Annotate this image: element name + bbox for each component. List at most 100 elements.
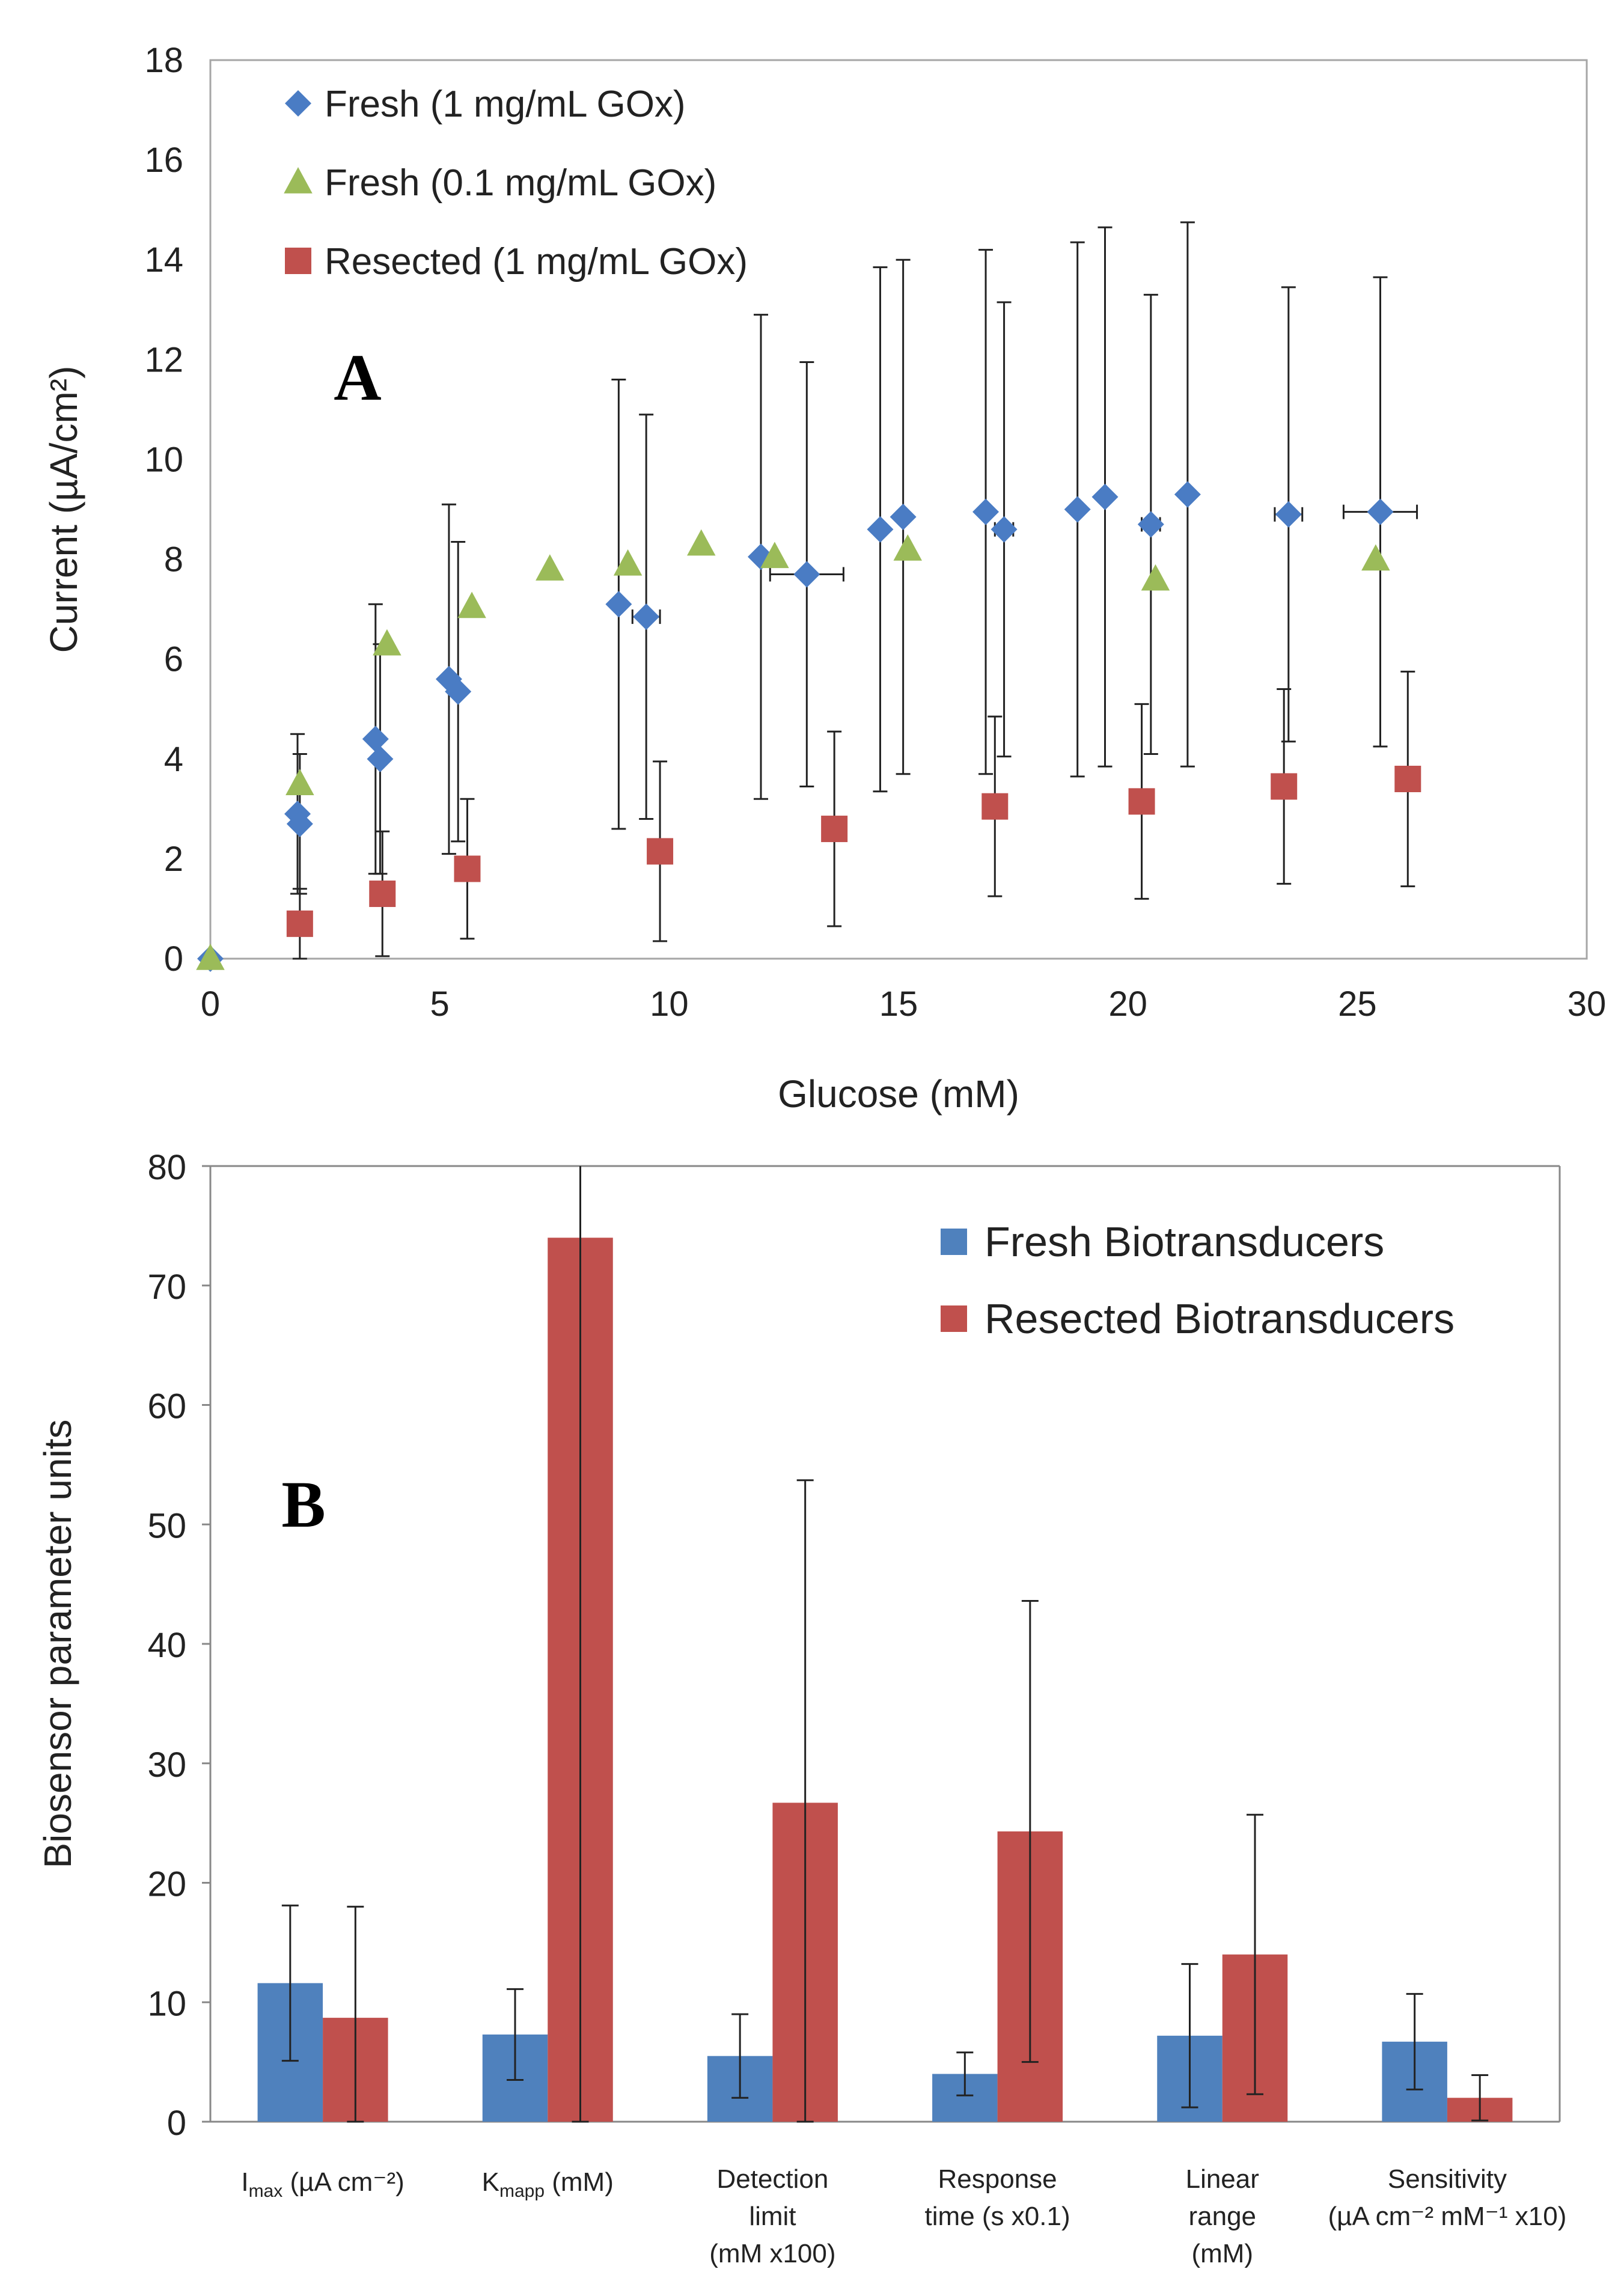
data-point-series-2 (1141, 564, 1170, 591)
data-point-series-1 (1275, 501, 1302, 528)
x-tick-label: 25 (1338, 985, 1377, 1024)
data-point-series-1 (972, 498, 1000, 525)
category-label-subscript: mapp (499, 2181, 545, 2201)
data-point-series-1 (890, 503, 917, 530)
panel-b-bar-chart: 0 10 20 30 40 50 60 70 80 Biosensor parameter uni… (36, 1148, 1566, 2268)
data-point-series-2 (1361, 544, 1390, 571)
category-label: range (1188, 2202, 1256, 2231)
y-tick-label: 12 (144, 340, 183, 379)
legend-label-3: Resected (1 mg/mL GOx) (325, 241, 748, 282)
x-tick-label: 15 (879, 985, 918, 1024)
x-tick-label: 10 (650, 985, 689, 1024)
category-label-main: I (241, 2167, 248, 2197)
category-label: limit (749, 2202, 796, 2231)
legend-label-2: Fresh (0.1 mg/mL GOx) (325, 162, 716, 204)
category-label: Response (938, 2164, 1057, 2194)
legend-marker-1 (285, 90, 311, 117)
y-axis-title: Biosensor parameter units (36, 1419, 79, 1868)
data-point-series-3 (286, 910, 313, 937)
category-label: Detection (716, 2164, 828, 2194)
data-point-series-3 (981, 793, 1009, 820)
legend-label-1: Fresh (1 mg/mL GOx) (325, 84, 686, 125)
panel-a-scatter-chart: 0 2 4 6 8 10 12 14 16 18 0 5 10 15 20 25 30 Glucose (mM) C… (42, 41, 1606, 1116)
y-tick-label: 0 (167, 2104, 186, 2143)
y-tick-label: 10 (144, 440, 183, 479)
y-axis-title: Current (µA/cm²) (42, 366, 85, 653)
panel-label-a: A (334, 341, 381, 414)
data-point-series-2 (457, 591, 486, 618)
data-point-series-1 (1137, 511, 1164, 538)
y-tick-label: 4 (164, 740, 183, 779)
y-tick-label: 2 (164, 840, 183, 879)
legend-label-2: Resected Biotransducers (984, 1295, 1455, 1342)
data-point-series-1 (445, 678, 472, 705)
data-point-series-1 (286, 810, 313, 837)
y-tick-label: 20 (147, 1865, 186, 1904)
x-tick-label: 20 (1108, 985, 1147, 1024)
data-point-series-2 (285, 769, 314, 796)
y-tick-label: 18 (144, 41, 183, 80)
legend-marker-3 (285, 248, 311, 274)
plot-area-frame (209, 59, 1588, 960)
y-tick-label: 40 (147, 1626, 186, 1665)
legend-marker-2 (284, 167, 313, 194)
data-point-series-2 (196, 944, 225, 970)
x-axis-title: Glucose (mM) (778, 1072, 1019, 1116)
data-point-series-1 (1091, 483, 1119, 510)
data-point-series-2 (613, 549, 643, 576)
data-point-series-2 (373, 629, 401, 656)
data-point-series-3 (821, 816, 848, 843)
category-label: Sensitivity (1388, 2164, 1507, 2194)
y-tick-label: 8 (164, 540, 183, 579)
data-point-series-2 (893, 534, 923, 561)
y-tick-label: 50 (147, 1506, 186, 1545)
data-point-series-3 (369, 881, 396, 908)
data-point-series-1 (1174, 481, 1201, 508)
data-point-series-3 (1128, 788, 1155, 815)
category-label: Kmapp (mM) (482, 2167, 614, 2201)
data-point-series-3 (1394, 766, 1421, 792)
data-point-series-3 (647, 838, 674, 865)
category-label: time (s x0.1) (925, 2202, 1070, 2231)
panel-label-b: B (281, 1468, 325, 1541)
y-tick-label: 10 (147, 1984, 186, 2023)
data-point-series-2 (536, 554, 564, 581)
data-point-series-1 (793, 561, 820, 588)
y-tick-label: 14 (144, 240, 183, 279)
category-label-rest: (µA cm⁻²) (282, 2167, 404, 2197)
y-tick-label: 60 (147, 1387, 186, 1426)
category-label: (mM) (1191, 2239, 1253, 2268)
data-point-series-1 (605, 591, 632, 618)
y-tick-label: 0 (164, 939, 183, 979)
data-point-series-1 (367, 745, 394, 772)
data-point-series-1 (1367, 498, 1394, 525)
legend-swatch-1 (941, 1229, 967, 1255)
data-point-series-1 (362, 725, 389, 753)
legend-swatch-2 (941, 1305, 967, 1332)
category-label-subscript: max (249, 2181, 283, 2201)
category-label: Imax (µA cm⁻²) (241, 2167, 404, 2201)
y-tick-label: 30 (147, 1745, 186, 1785)
y-tick-label: 70 (147, 1268, 186, 1307)
x-tick-label: 0 (201, 985, 220, 1024)
y-tick-label: 80 (147, 1148, 186, 1187)
data-point-series-1 (991, 516, 1018, 543)
x-tick-label: 30 (1568, 985, 1607, 1024)
category-label: Linear (1186, 2164, 1259, 2194)
data-point-series-2 (687, 529, 716, 556)
data-point-series-2 (760, 542, 789, 569)
x-tick-label: 5 (430, 985, 450, 1024)
y-tick-label: 16 (144, 141, 183, 180)
data-point-series-3 (454, 855, 481, 882)
category-label: (mM x100) (709, 2239, 835, 2268)
data-point-series-1 (1064, 496, 1091, 523)
data-point-series-1 (867, 516, 894, 543)
category-label: (µA cm⁻² mM⁻¹ x10) (1328, 2202, 1566, 2231)
data-point-series-1 (633, 603, 660, 631)
category-label-rest: (mM) (545, 2167, 614, 2197)
category-label-main: K (482, 2167, 499, 2197)
y-tick-label: 6 (164, 640, 183, 679)
legend-label-1: Fresh Biotransducers (984, 1218, 1384, 1265)
data-point-series-3 (1271, 773, 1298, 800)
